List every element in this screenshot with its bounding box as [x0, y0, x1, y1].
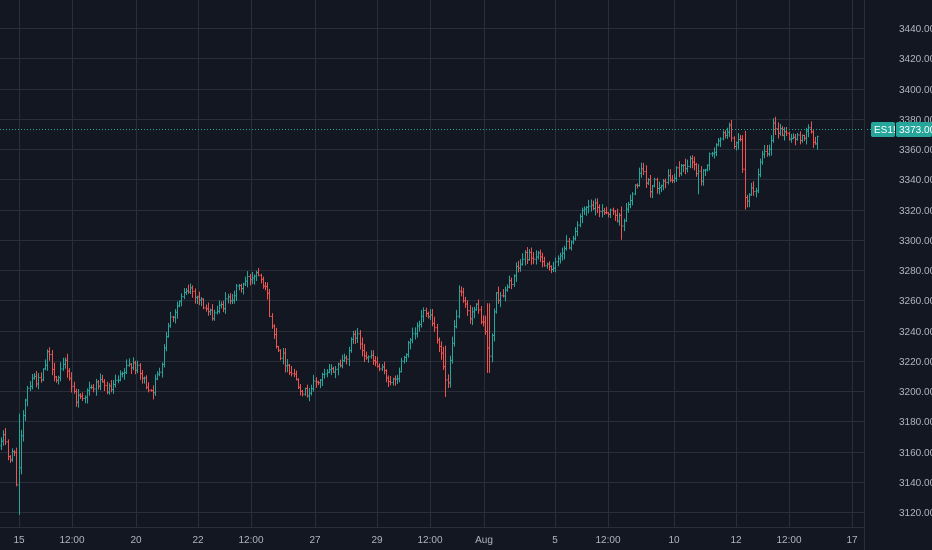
time-tick-label: 29: [371, 535, 383, 546]
symbol-tag: ES1!: [871, 122, 896, 137]
time-tick-label: 12:00: [417, 535, 442, 546]
price-tick-label: 3300.00: [899, 236, 932, 247]
price-tick-label: 3320.00: [899, 206, 932, 217]
last-price-tag-label: 3373.00: [899, 125, 932, 136]
price-tick-label: 3420.00: [899, 54, 932, 65]
last-price-tag: 3373.00: [896, 122, 932, 137]
time-tick-label: 27: [309, 535, 321, 546]
price-tick-label: 3160.00: [899, 448, 932, 459]
time-tick-label: 15: [13, 535, 25, 546]
price-tick-label: 3380.00: [899, 115, 932, 126]
price-tick-label: 3360.00: [899, 145, 932, 156]
time-tick-label: Aug: [475, 535, 493, 546]
last-price-tag-bg: [896, 122, 932, 137]
price-tick-label: 3140.00: [899, 478, 932, 489]
price-tick-label: 3200.00: [899, 387, 932, 398]
time-tick-label: 12:00: [59, 535, 84, 546]
time-tick-label: 22: [192, 535, 204, 546]
price-tick-label: 3400.00: [899, 85, 932, 96]
vertical-gridlines: [19, 0, 853, 527]
time-tick-label: 12:00: [238, 535, 263, 546]
symbol-tag-label: ES1!: [874, 125, 896, 136]
price-tick-label: 3220.00: [899, 357, 932, 368]
time-tick-label: 12: [730, 535, 742, 546]
price-tick-label: 3440.00: [899, 24, 932, 35]
time-tick-label: 12:00: [776, 535, 801, 546]
time-axis[interactable]: 15 12:00 20 22 12:00 27 29 12:00 Aug 5 12:00 10 12 12…: [13, 535, 858, 546]
time-tick-label: 10: [668, 535, 680, 546]
time-tick-label: 5: [552, 535, 558, 546]
price-tick-label: 3280.00: [899, 266, 932, 277]
price-tick-label: 3120.00: [899, 508, 932, 519]
symbol-tag-bg: [871, 122, 895, 137]
price-tick-label: 3260.00: [899, 296, 932, 307]
time-tick-label: 20: [130, 535, 142, 546]
ohlc-bars: [0, 116, 819, 516]
price-axis[interactable]: 3120.00 3140.00 3160.00 3180.00 3200.00 3220.…: [899, 24, 932, 519]
time-tick-label: 17: [846, 535, 858, 546]
price-tick-label: 3180.00: [899, 417, 932, 428]
price-tick-label: 3240.00: [899, 327, 932, 338]
price-tick-label: 3340.00: [899, 175, 932, 186]
time-tick-label: 12:00: [595, 535, 620, 546]
horizontal-gridlines: [0, 28, 864, 513]
